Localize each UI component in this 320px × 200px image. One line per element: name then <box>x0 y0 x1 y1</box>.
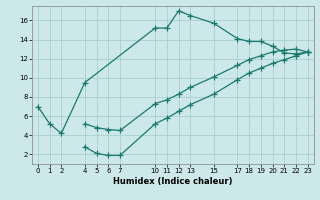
X-axis label: Humidex (Indice chaleur): Humidex (Indice chaleur) <box>113 177 233 186</box>
